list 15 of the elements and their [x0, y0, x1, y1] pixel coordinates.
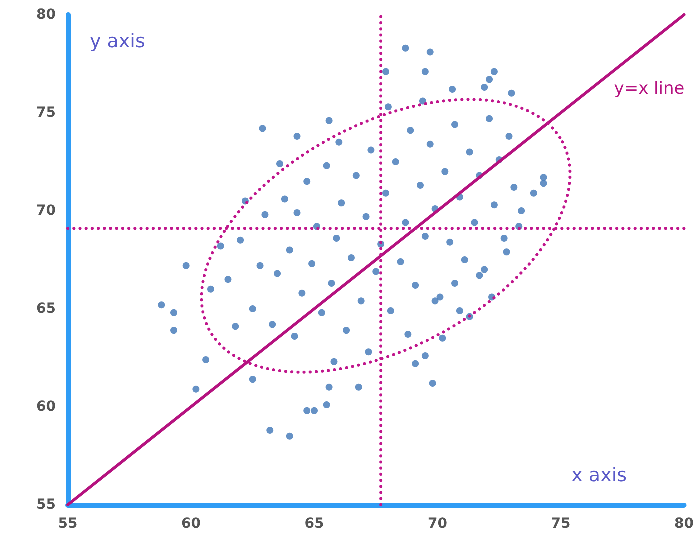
- y-tick-label: 80: [36, 7, 56, 23]
- x-tick-label: 75: [551, 516, 571, 532]
- y-tick-label: 60: [36, 399, 56, 415]
- x-axis-title: x axis: [572, 464, 628, 486]
- series-label: y=x line: [614, 79, 685, 99]
- x-tick-label: 55: [58, 516, 78, 532]
- x-tick-label: 70: [428, 516, 448, 532]
- x-tick-label: 80: [674, 516, 694, 532]
- y-axis-title: y axis: [90, 30, 146, 52]
- y-tick-label: 55: [36, 497, 56, 513]
- y-tick-label: 75: [36, 105, 56, 121]
- x-tick-label: 65: [304, 516, 324, 532]
- x-tick-label: 60: [182, 516, 202, 532]
- y-tick-label: 65: [36, 301, 56, 317]
- y-tick-label: 70: [36, 203, 56, 219]
